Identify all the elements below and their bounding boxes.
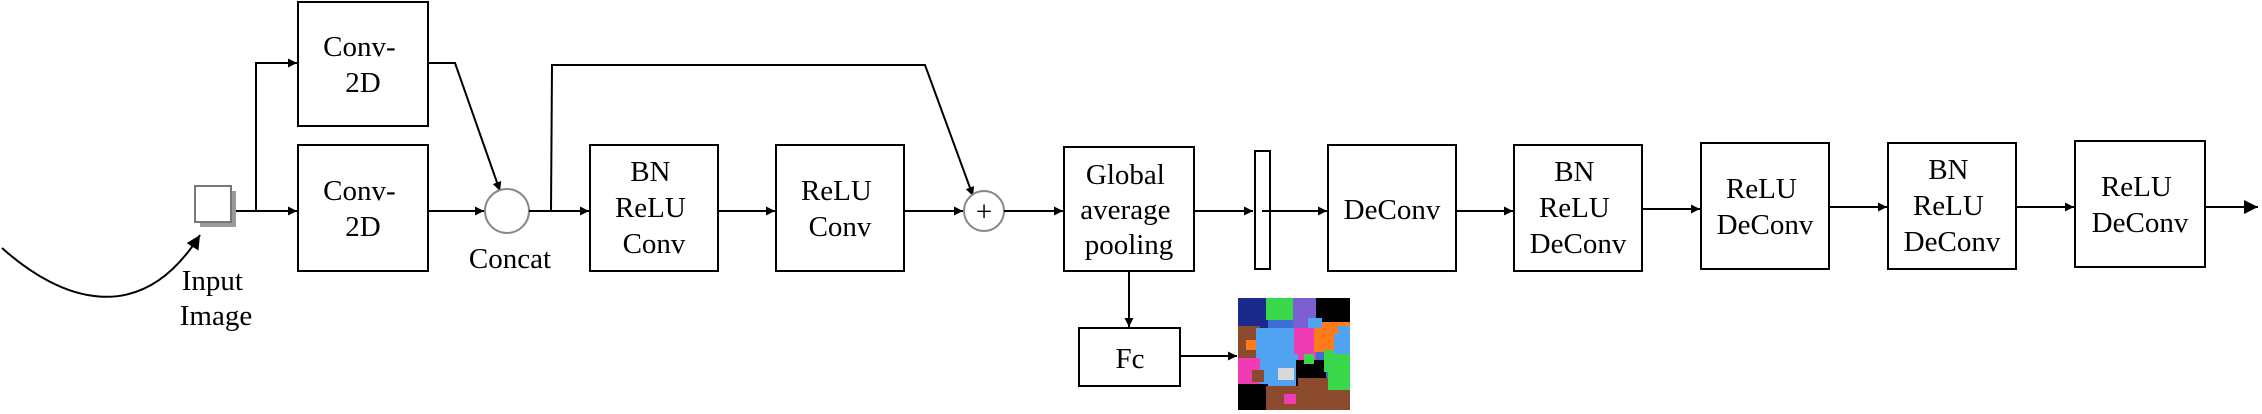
fc-label: Fc <box>1116 343 1145 375</box>
bn-relu-conv-label: BN ReLU Conv <box>615 156 693 260</box>
segmap-patch <box>1328 370 1350 390</box>
input-image-label: Input Image <box>180 265 252 332</box>
add-symbol: + <box>976 196 992 228</box>
fc-box <box>1078 327 1181 387</box>
bn-relu-deconv-2-box <box>1887 142 2017 270</box>
segmap-patch <box>1238 298 1268 328</box>
segmap-patch <box>1338 326 1350 340</box>
bn-relu-conv-box <box>589 144 719 272</box>
segmap-patch <box>1266 298 1296 320</box>
segmentation-map-image <box>1238 298 1350 410</box>
segmap-patch <box>1252 370 1264 382</box>
segmap-patch <box>1308 318 1322 328</box>
bn-relu-deconv-2-label: BN ReLU DeConv <box>1904 154 2001 258</box>
conv2d-top-label: Conv- 2D <box>323 31 403 99</box>
concat-node <box>484 188 530 234</box>
segmap-patch <box>1238 384 1268 410</box>
bn-relu-deconv-1-box <box>1513 144 1643 272</box>
relu-deconv-2-label: ReLU DeConv <box>2092 171 2189 239</box>
bn-relu-deconv-1-label: BN ReLU DeConv <box>1530 156 1627 260</box>
input-image-icon <box>194 185 236 227</box>
segmap-patch <box>1284 394 1296 404</box>
segmap-patch <box>1324 350 1350 372</box>
global-average-pooling-box <box>1063 146 1195 272</box>
segmap-patch <box>1304 354 1314 364</box>
relu-conv-label: ReLU Conv <box>801 175 879 243</box>
relu-deconv-2-box <box>2074 140 2206 268</box>
relu-conv-box <box>775 144 905 272</box>
input-curve-arrow <box>1 234 201 298</box>
segmap-patch <box>1278 368 1294 380</box>
conv2d-bottom-label: Conv- 2D <box>323 175 403 243</box>
edge-input-to-conv-top <box>255 58 297 211</box>
edge-conv-top-to-concat <box>428 62 502 192</box>
segmap-patch <box>1246 340 1256 350</box>
conv2d-top-box <box>297 1 429 127</box>
deconv-label: DeConv <box>1344 194 1441 226</box>
relu-deconv-1-label: ReLU DeConv <box>1717 173 1814 241</box>
edge-skip-connection <box>550 64 975 212</box>
conv2d-bottom-box <box>297 144 429 272</box>
segmap-patch <box>1256 328 1296 358</box>
relu-deconv-1-box <box>1700 142 1830 270</box>
deconv-box <box>1327 144 1457 272</box>
concat-label: Concat <box>469 243 551 275</box>
global-average-pooling-label: Global average pooling <box>1080 159 1177 261</box>
